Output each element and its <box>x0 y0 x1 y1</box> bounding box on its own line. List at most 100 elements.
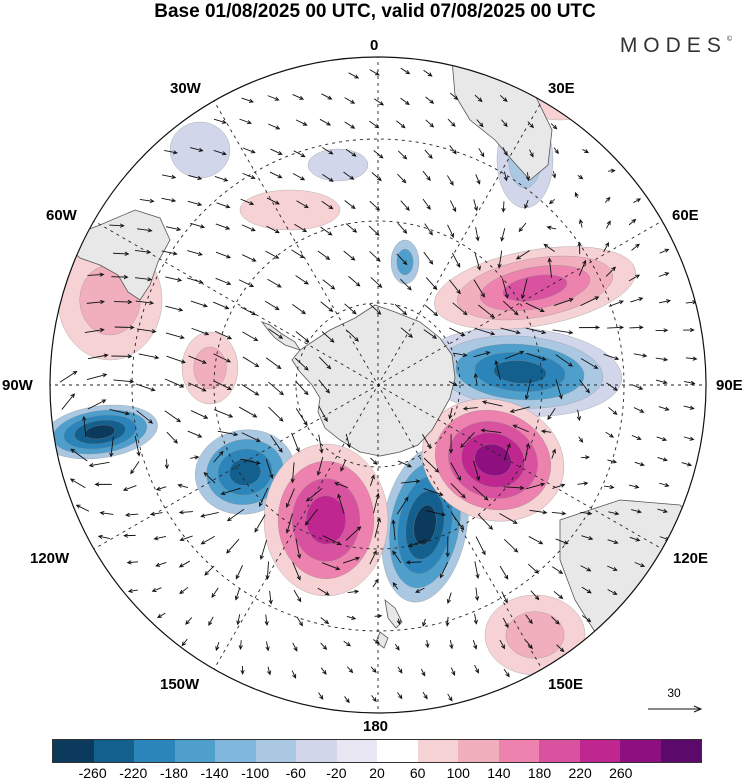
wind-arrow-icon <box>450 92 459 101</box>
wind-arrow-icon <box>472 640 478 650</box>
wind-arrow-icon <box>474 587 480 602</box>
wind-arrow-icon <box>527 121 534 129</box>
map-title: Base 01/08/2025 00 UTC, valid 07/08/2025… <box>154 1 596 22</box>
wind-arrow-icon <box>149 511 163 517</box>
wind-arrow-icon <box>264 300 280 311</box>
wind-arrow-icon <box>87 353 109 360</box>
wind-arrow-icon <box>500 327 521 335</box>
wind-arrow-icon <box>320 617 330 625</box>
colorbar-tick-label: 180 <box>527 765 552 781</box>
wind-arrow-icon <box>285 513 293 534</box>
wind-arrow-icon <box>344 303 357 315</box>
wind-arrow-icon <box>481 400 503 407</box>
wind-arrow-icon <box>155 562 167 567</box>
wind-arrow-icon <box>528 536 544 545</box>
wind-arrow-icon <box>633 353 648 358</box>
colorbar-tick-label: 140 <box>487 765 511 781</box>
wind-arrow-icon <box>503 538 519 553</box>
anomaly-contour <box>413 504 437 546</box>
wind-arrow-icon <box>178 510 193 515</box>
wind-arrow-icon <box>86 299 105 305</box>
wind-arrow-icon <box>631 384 644 390</box>
wind-arrow-icon <box>267 666 272 676</box>
wind-arrow-icon <box>473 460 481 482</box>
lon-label-90e: 90E <box>716 377 743 394</box>
wind-arrow-icon <box>214 330 233 340</box>
wind-arrow-icon <box>254 514 266 533</box>
wind-arrow-icon <box>608 168 616 173</box>
wind-arrow-icon <box>524 442 530 461</box>
wind-arrow-icon <box>543 243 555 252</box>
wind-arrow-icon <box>122 485 137 492</box>
wind-arrow-icon <box>449 327 466 336</box>
wind-arrow-icon <box>340 460 346 472</box>
wind-arrow-icon <box>342 556 361 564</box>
wind-arrow-icon <box>242 331 259 342</box>
wind-arrow-icon <box>452 302 468 316</box>
wind-arrow-icon <box>213 149 227 156</box>
wind-arrow-icon <box>190 300 208 308</box>
wind-arrow-icon <box>187 250 203 256</box>
wind-arrow-icon <box>164 149 178 155</box>
wind-arrow-icon <box>581 586 592 594</box>
wind-arrow-icon <box>265 357 282 370</box>
lon-label-90w: 90W <box>2 377 33 394</box>
wind-arrow-icon <box>318 405 328 423</box>
reference-arrow-icon <box>648 705 703 713</box>
lon-label-60e: 60E <box>672 207 699 224</box>
wind-arrow-icon <box>422 434 431 449</box>
wind-arrow-icon <box>608 407 618 415</box>
meridian-line <box>212 98 544 672</box>
wind-arrow-icon <box>226 538 240 554</box>
wind-arrow-icon <box>397 150 408 160</box>
wind-arrow-icon <box>291 670 297 679</box>
wind-arrow-icon <box>165 305 184 312</box>
wind-arrow-icon <box>109 223 125 228</box>
wind-arrow-icon <box>631 509 642 514</box>
wind-arrow-icon <box>502 278 509 299</box>
wind-arrow-icon <box>204 565 215 576</box>
wind-arrow-icon <box>474 561 480 580</box>
wind-arrow-icon <box>397 222 408 234</box>
wind-arrow-icon <box>242 172 256 180</box>
wind-arrow-icon <box>264 614 269 627</box>
wind-arrow-icon <box>400 479 421 484</box>
colorbar-tick-label: 100 <box>446 765 470 781</box>
wind-arrow-icon <box>576 409 582 422</box>
lon-label-30e: 30E <box>548 80 575 97</box>
wind-arrow-icon <box>555 538 569 545</box>
wind-arrow-icon <box>369 550 377 565</box>
wind-arrow-icon <box>138 353 160 360</box>
wind-arrow-icon <box>344 200 356 210</box>
wind-arrow-icon <box>497 250 503 269</box>
wind-arrow-icon <box>658 272 670 277</box>
wind-arrow-icon <box>139 198 155 204</box>
wind-arrow-icon <box>316 456 324 477</box>
colorbar-tick-label: 220 <box>568 765 592 781</box>
wind-arrow-icon <box>606 220 611 229</box>
lon-label-30w: 30W <box>170 80 201 97</box>
wind-arrow-icon <box>578 436 584 443</box>
wind-arrow-icon <box>628 274 641 282</box>
wind-arrow-icon <box>135 383 156 392</box>
wind-arrow-icon <box>240 306 257 316</box>
wind-arrow-icon <box>82 415 87 437</box>
wind-arrow-icon <box>236 614 241 626</box>
wind-arrow-icon <box>240 198 255 206</box>
colorbar-swatch <box>93 740 134 762</box>
colorbar-tick-label: -260 <box>78 765 107 781</box>
wind-arrow-icon <box>683 436 695 441</box>
wind-arrow-icon <box>87 272 105 277</box>
wind-arrow-icon <box>422 198 431 210</box>
wind-arrow-icon <box>265 458 274 479</box>
wind-arrow-icon <box>525 327 547 335</box>
wind-arrow-icon <box>187 430 203 438</box>
wind-arrow-icon <box>629 325 644 330</box>
wind-arrow-icon <box>317 587 330 596</box>
wind-arrow-icon <box>659 482 670 488</box>
lon-label-150w: 150W <box>160 676 200 693</box>
colorbar-tick-label: -180 <box>159 765 188 781</box>
wind-arrow-icon <box>422 691 428 700</box>
colorbar-swatch <box>620 740 661 762</box>
wind-arrow-icon <box>424 223 433 236</box>
